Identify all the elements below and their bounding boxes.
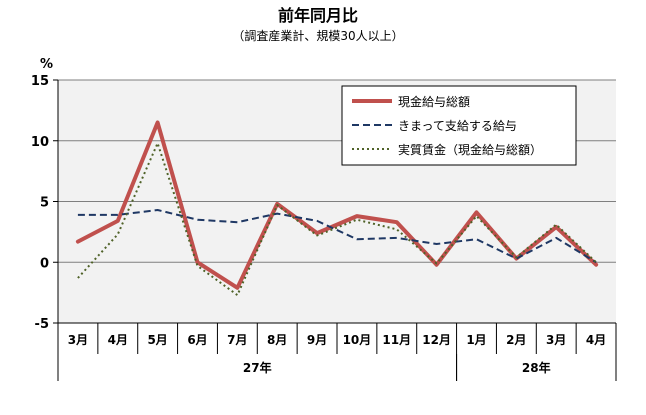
chart-subtitle: （調査産業計、規模30人以上）: [232, 28, 403, 43]
chart-title: 前年同月比: [278, 6, 358, 25]
y-tick-label: 10: [31, 135, 49, 150]
x-group-label: 27年: [243, 360, 272, 375]
x-tick-label: 1月: [466, 333, 486, 347]
y-axis: -5 0 5 10 15: [31, 74, 59, 332]
x-tick-label: 11月: [382, 333, 411, 347]
x-tick-label: 10月: [343, 333, 372, 347]
legend-label: 現金給与総額: [398, 94, 470, 109]
y-tick-label: -5: [35, 317, 49, 332]
x-tick-label: 9月: [307, 333, 327, 347]
series-line: [77, 209, 597, 264]
x-tick-label: 8月: [267, 333, 287, 347]
series-line: [75, 120, 599, 290]
y-tick-label: 15: [31, 74, 49, 89]
x-group-label: 28年: [522, 360, 551, 375]
series-line: [77, 142, 597, 297]
y-tick-label: 0: [40, 256, 49, 271]
x-tick-label: 3月: [68, 333, 88, 347]
legend-label: 実質賃金（現金給与総額）: [398, 142, 542, 157]
y-axis-unit: %: [40, 57, 53, 72]
legend-label: きまって支給する給与: [398, 119, 517, 133]
x-tick-label: 6月: [187, 333, 207, 347]
x-axis: 3月 4月 5月 6月 7月 8月 9月 10月 11月 12月 1月 2月 3月 4月 27年 28年: [57, 322, 617, 381]
x-tick-label: 7月: [227, 333, 247, 347]
x-tick-label: 4月: [108, 333, 128, 347]
x-tick-label: 2月: [506, 333, 526, 347]
x-tick-label: 3月: [546, 333, 566, 347]
x-tick-label: 12月: [422, 333, 451, 347]
y-tick-label: 5: [40, 196, 49, 211]
x-tick-label: 4月: [586, 333, 606, 347]
x-tick-label: 5月: [147, 333, 167, 347]
series-lines: [75, 120, 599, 297]
